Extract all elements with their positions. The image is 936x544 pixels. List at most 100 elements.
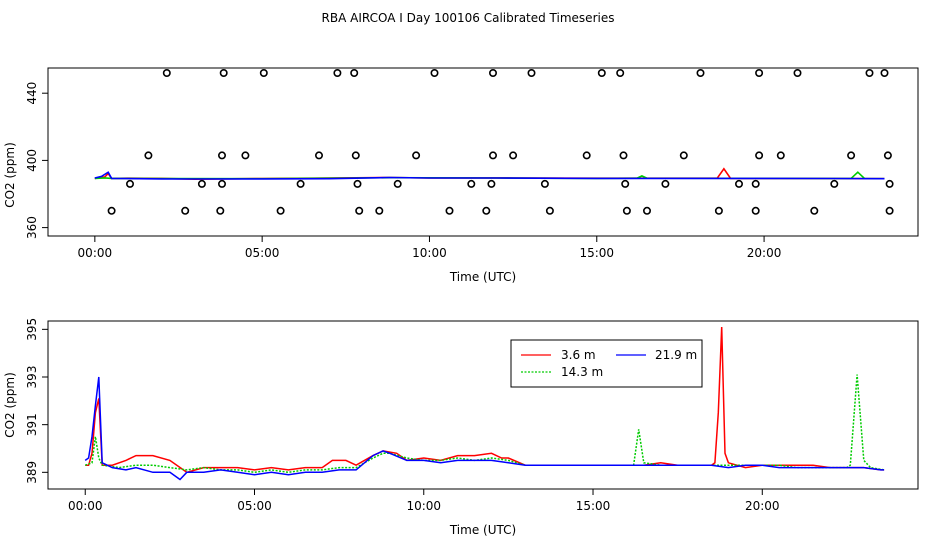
calibration-point (353, 179, 362, 188)
calibration-point (527, 69, 536, 78)
calibration-point (597, 69, 606, 78)
calibration-point (375, 206, 384, 215)
calibration-point (880, 69, 889, 78)
calibration-point (467, 179, 476, 188)
panel-inlet-timeseries: 00:00 05:00 10:00 15:00 20:00 389 391 393 395 T… (3, 318, 919, 537)
x-axis-label: Time (UTC) (449, 523, 516, 537)
calibration-point (126, 179, 135, 188)
calibration-point (661, 179, 670, 188)
calibration-point (259, 69, 268, 78)
x-axis: 00:00 05:00 10:00 15:00 20:00 (68, 489, 780, 513)
y-tick-label: 393 (25, 366, 39, 389)
calibration-point (393, 179, 402, 188)
x-tick-label: 15:00 (579, 246, 614, 260)
calibration-point (582, 151, 591, 160)
calibration-point (622, 206, 631, 215)
x-tick-label: 20:00 (745, 499, 780, 513)
x-axis-label: Time (UTC) (449, 270, 516, 284)
calibration-point (219, 69, 228, 78)
calibration-point (216, 206, 225, 215)
calibration-point (162, 69, 171, 78)
y-tick-label: 400 (25, 149, 39, 172)
calibration-point (696, 69, 705, 78)
calibration-point (351, 151, 360, 160)
legend-label-14-3m: 14.3 m (561, 365, 603, 379)
y-tick-label: 440 (25, 82, 39, 105)
calibration-point (144, 151, 153, 160)
y-tick-label: 395 (25, 318, 39, 341)
series-line-14-3-m (84, 374, 885, 474)
calibration-point (218, 151, 227, 160)
series-lines (94, 167, 885, 181)
y-tick-label: 389 (25, 461, 39, 484)
calibration-point (865, 69, 874, 78)
x-tick-label: 05:00 (245, 246, 280, 260)
calibration-point (197, 179, 206, 188)
calibration-point (509, 151, 518, 160)
legend-label-3-6m: 3.6 m (561, 348, 596, 362)
calibration-point (714, 206, 723, 215)
calibration-point (488, 69, 497, 78)
panel-calibration-timeseries: 00:00 05:00 10:00 15:00 20:00 360 400 440 Time… (3, 67, 919, 284)
calibration-point (734, 179, 743, 188)
calibration-point (241, 151, 250, 160)
calibration-point (276, 206, 285, 215)
calibration-point (830, 179, 839, 188)
y-tick-label: 391 (25, 413, 39, 436)
calibration-point (616, 69, 625, 78)
x-axis: 00:00 05:00 10:00 15:00 20:00 (78, 236, 782, 260)
series-line-3-6-m (85, 326, 885, 474)
calibration-point (751, 179, 760, 188)
calibration-point (642, 206, 651, 215)
calibration-point (333, 69, 342, 78)
series-line-blue (94, 171, 885, 180)
calibration-point (218, 179, 227, 188)
calibration-point (350, 69, 359, 78)
calibration-point (487, 179, 496, 188)
calibration-point (885, 206, 894, 215)
y-axis: 389 391 393 395 (25, 318, 48, 484)
calibration-point (482, 206, 491, 215)
calibration-point (619, 151, 628, 160)
calibration-point (430, 69, 439, 78)
legend-box (510, 339, 703, 388)
calibration-point (751, 206, 760, 215)
calibration-points (107, 69, 894, 215)
calibration-point (847, 151, 856, 160)
x-tick-label: 20:00 (747, 246, 782, 260)
calibration-point (793, 69, 802, 78)
calibration-point (776, 151, 785, 160)
plot-frame (47, 320, 919, 490)
calibration-point (545, 206, 554, 215)
legend: 3.6 m 14.3 m 21.9 m (510, 339, 703, 388)
calibration-point (883, 151, 892, 160)
legend-label-21-9m: 21.9 m (655, 348, 697, 362)
x-tick-label: 00:00 (68, 499, 103, 513)
calibration-point (488, 151, 497, 160)
plot-frame (47, 67, 919, 237)
calibration-point (107, 206, 116, 215)
calibration-point (755, 69, 764, 78)
y-axis-label: CO2 (ppm) (3, 372, 17, 438)
calibration-point (445, 206, 454, 215)
y-axis-label: CO2 (ppm) (3, 142, 17, 208)
y-axis: 360 400 440 (25, 82, 48, 239)
calibration-point (355, 206, 364, 215)
calibration-point (810, 206, 819, 215)
calibration-point (296, 179, 305, 188)
calibration-point (755, 151, 764, 160)
x-tick-label: 00:00 (78, 246, 113, 260)
calibration-point (885, 179, 894, 188)
x-tick-label: 10:00 (412, 246, 447, 260)
y-tick-label: 360 (25, 216, 39, 239)
calibration-point (679, 151, 688, 160)
chart-title: RBA AIRCOA I Day 100106 Calibrated Times… (322, 11, 615, 25)
series-lines (84, 326, 885, 481)
calibration-point (181, 206, 190, 215)
x-tick-label: 10:00 (406, 499, 441, 513)
calibration-point (412, 151, 421, 160)
x-tick-label: 15:00 (576, 499, 611, 513)
calibration-point (621, 179, 630, 188)
